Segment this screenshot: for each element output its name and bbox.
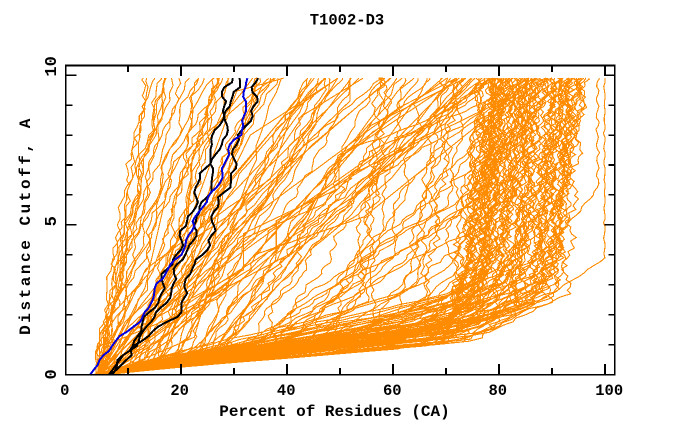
- svg-text:T1002-D3: T1002-D3: [310, 12, 384, 30]
- svg-text:60: 60: [383, 382, 402, 400]
- svg-text:0: 0: [60, 382, 69, 400]
- svg-text:40: 40: [277, 382, 296, 400]
- svg-text:0: 0: [43, 369, 62, 379]
- svg-text:Distance Cutoff, A: Distance Cutoff, A: [17, 116, 35, 335]
- svg-text:10: 10: [43, 56, 62, 76]
- svg-text:80: 80: [488, 382, 507, 400]
- svg-text:100: 100: [595, 382, 623, 400]
- svg-text:5: 5: [43, 216, 62, 226]
- svg-text:20: 20: [170, 382, 189, 400]
- svg-text:Percent of Residues (CA): Percent of Residues (CA): [219, 403, 449, 421]
